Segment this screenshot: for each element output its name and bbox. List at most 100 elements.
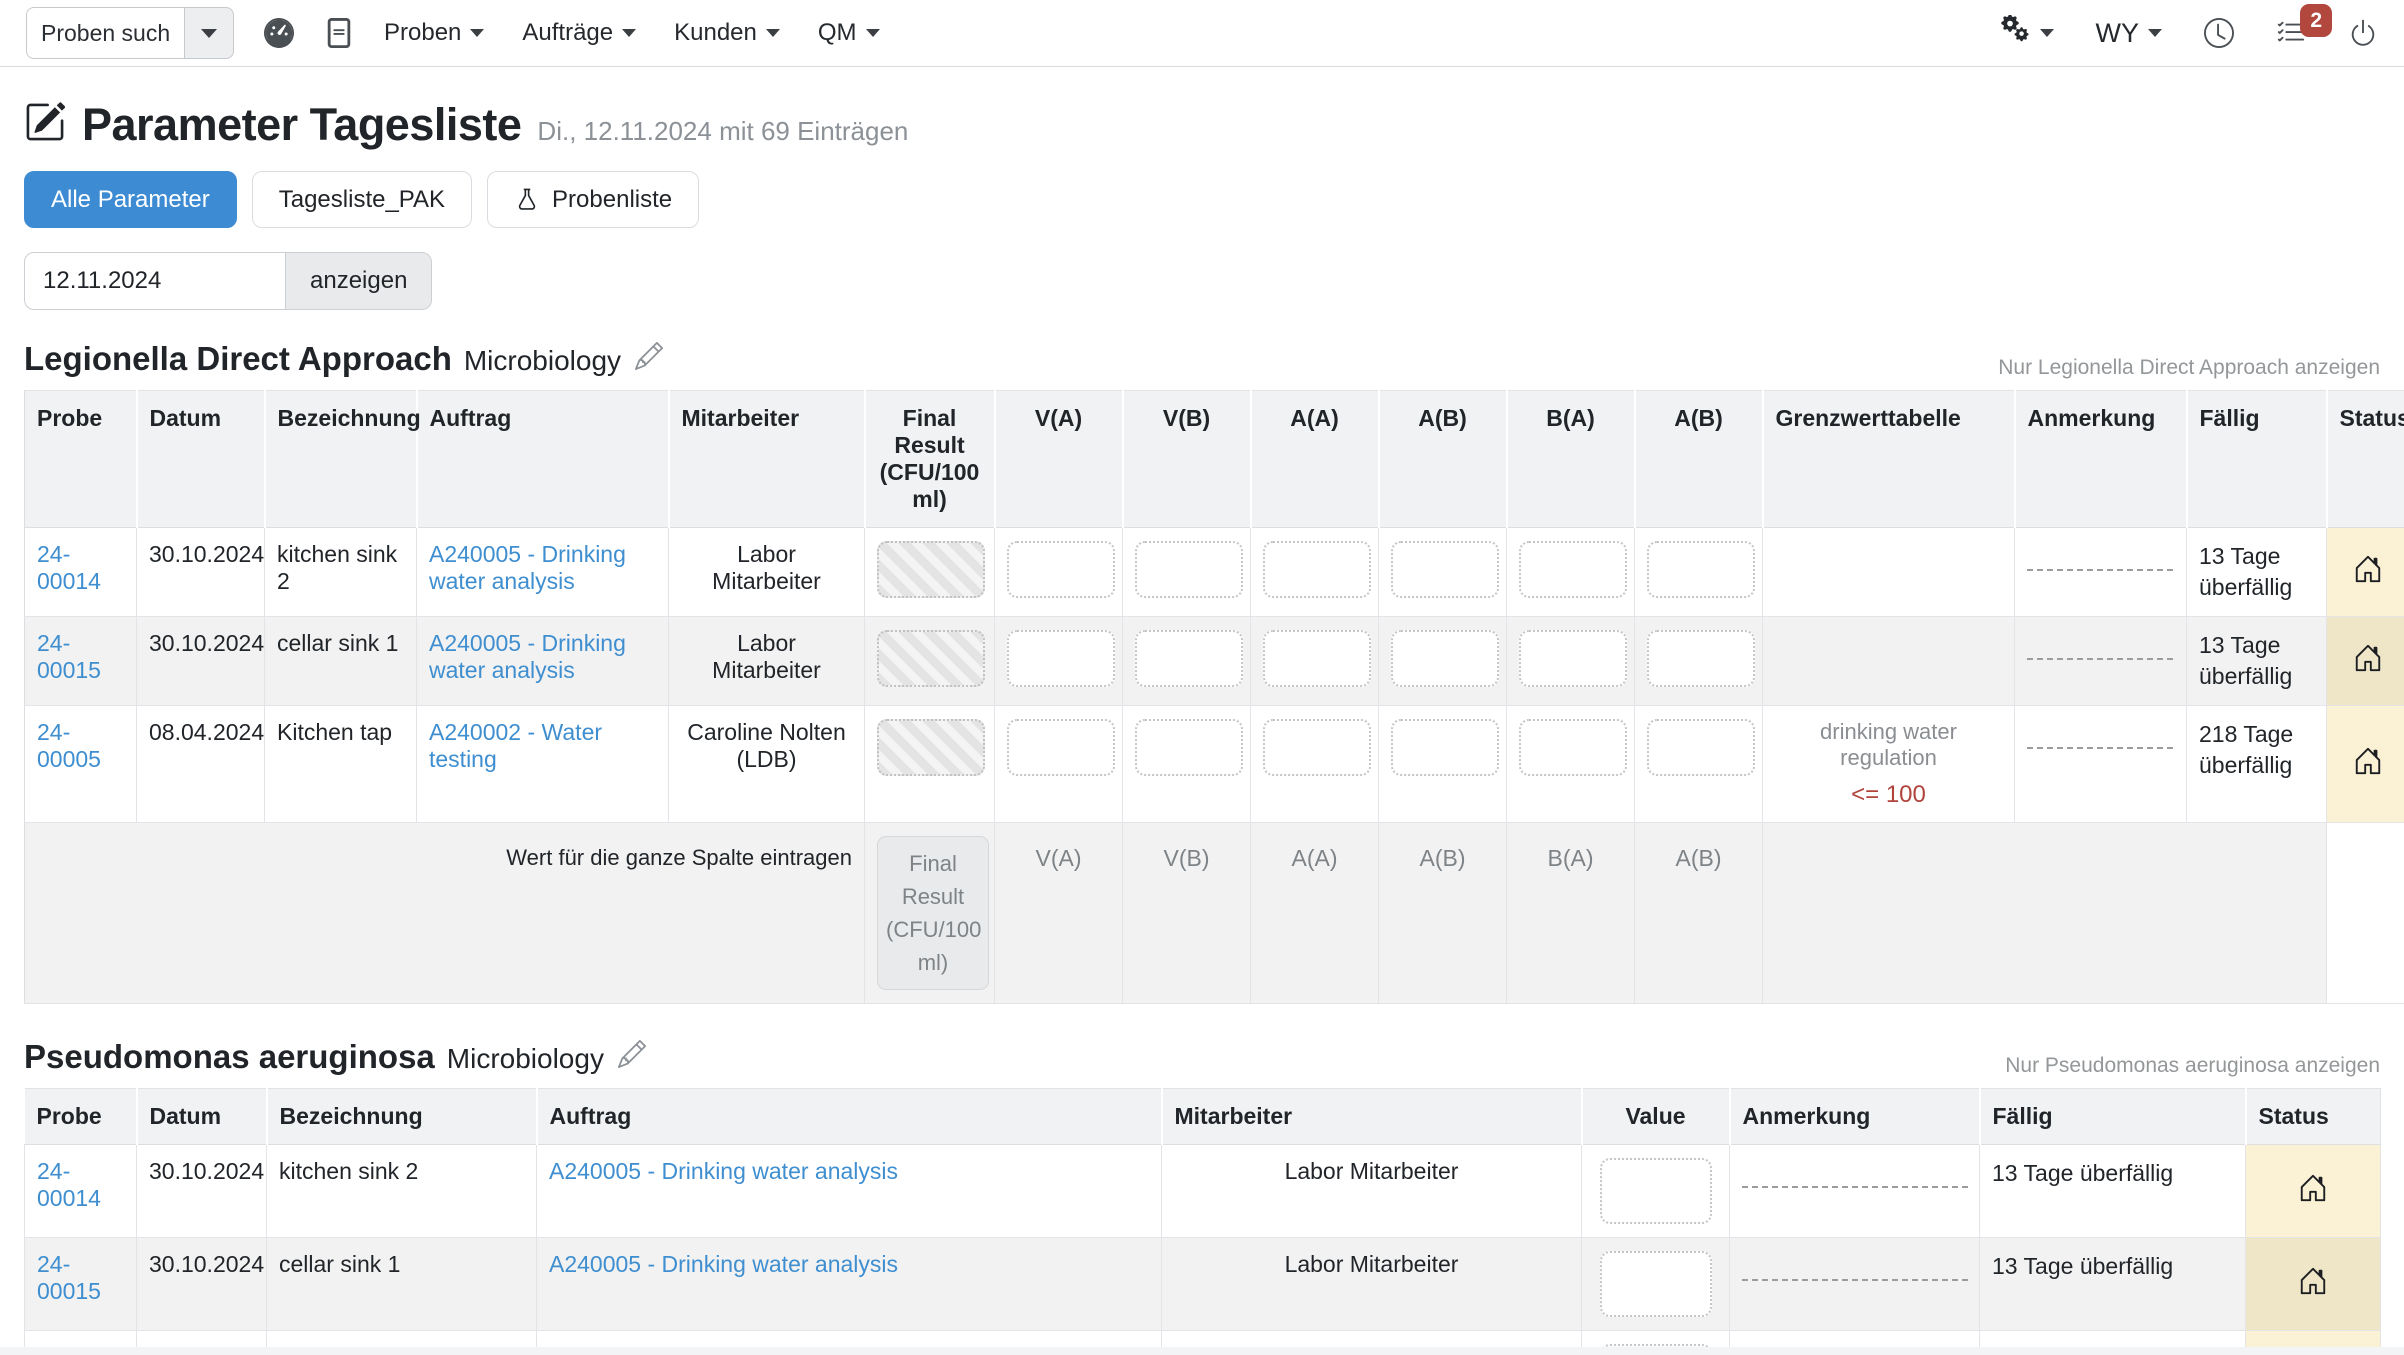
auftrag-link[interactable]: A240005 - Drinking water analysis — [549, 1158, 898, 1184]
notification-badge[interactable]: 2 — [2300, 4, 2332, 37]
tab-alle-parameter[interactable]: Alle Parameter — [24, 171, 237, 228]
vb-input[interactable] — [1135, 630, 1243, 687]
col-header-anmerkung: Anmerkung — [1730, 1089, 1980, 1145]
auftrag-link[interactable]: A240005 - Drinking water analysis — [549, 1251, 898, 1277]
ba-input[interactable] — [1519, 541, 1627, 598]
va-input[interactable] — [1007, 719, 1115, 776]
fill-ba-button[interactable]: B(A) — [1507, 823, 1635, 1004]
section-category: Microbiology — [464, 345, 621, 377]
chevron-down-icon — [470, 29, 484, 37]
chevron-down-icon — [2040, 29, 2054, 37]
menu-kunden[interactable]: Kunden — [674, 19, 780, 47]
show-button[interactable]: anzeigen — [286, 252, 432, 310]
ab-input[interactable] — [1391, 719, 1499, 776]
pseudomonas-table: Probe Datum Bezeichnung Auftrag Mitarbei… — [24, 1088, 2381, 1355]
probe-link[interactable]: 24-00015 — [37, 1251, 101, 1304]
menu-qm[interactable]: QM — [818, 19, 880, 47]
col-header-mitarbeiter: Mitarbeiter — [1162, 1089, 1582, 1145]
fill-ab2-button[interactable]: A(B) — [1635, 823, 1763, 1004]
ab2-input[interactable] — [1647, 630, 1755, 687]
grenzwert-cell — [1763, 528, 2015, 617]
power-icon[interactable] — [2348, 18, 2378, 48]
ab2-input[interactable] — [1647, 541, 1755, 598]
aa-input[interactable] — [1263, 630, 1371, 687]
anmerkung-field[interactable] — [2027, 569, 2173, 571]
mitarbeiter-cell: Labor Mitarbeiter — [1162, 1145, 1582, 1238]
ab-input[interactable] — [1391, 541, 1499, 598]
probe-link[interactable]: 24-00014 — [37, 541, 101, 594]
bezeichnung-cell: cellar sink 1 — [265, 617, 417, 706]
va-input[interactable] — [1007, 630, 1115, 687]
auftrag-link[interactable]: A240002 - Water testing — [429, 719, 602, 772]
page-subtitle: Di., 12.11.2024 mit 69 Einträgen — [537, 116, 908, 147]
aa-input[interactable] — [1263, 541, 1371, 598]
anmerkung-field[interactable] — [2027, 658, 2173, 660]
auftrag-link[interactable]: A240005 - Drinking water analysis — [429, 541, 626, 594]
date-input[interactable] — [24, 252, 286, 310]
home-icon[interactable] — [2353, 563, 2383, 589]
anmerkung-field[interactable] — [1742, 1186, 1968, 1188]
ba-input[interactable] — [1519, 630, 1627, 687]
col-header-probe: Probe — [25, 1089, 137, 1145]
home-icon[interactable] — [2353, 652, 2383, 678]
pencil-icon[interactable] — [635, 342, 663, 376]
anmerkung-field[interactable] — [2027, 747, 2173, 749]
file-text-icon[interactable] — [324, 18, 354, 48]
tab-tagesliste-pak[interactable]: Tagesliste_PAK — [252, 171, 472, 228]
probe-link[interactable]: 24-00005 — [37, 719, 101, 772]
auftrag-link[interactable]: A240005 - Drinking water analysis — [429, 630, 626, 683]
gears-icon — [2001, 15, 2031, 52]
home-icon[interactable] — [2298, 1275, 2328, 1301]
flask-icon — [514, 187, 540, 213]
mitarbeiter-cell: Labor Mitarbeiter — [669, 528, 865, 617]
home-icon[interactable] — [2353, 755, 2383, 781]
va-input[interactable] — [1007, 541, 1115, 598]
sample-search-group — [26, 7, 234, 59]
fill-prompt: Wert für die ganze Spalte eintragen — [25, 823, 865, 1004]
pencil-icon[interactable] — [618, 1040, 646, 1074]
ab-input[interactable] — [1391, 630, 1499, 687]
col-header-status: Status — [2246, 1089, 2381, 1145]
vb-input[interactable] — [1135, 719, 1243, 776]
section-category: Microbiology — [447, 1043, 604, 1075]
value-input[interactable] — [1600, 1158, 1712, 1224]
col-header-aa: A(A) — [1251, 391, 1379, 528]
anmerkung-field[interactable] — [1742, 1279, 1968, 1281]
grenzwert-regulation-link[interactable]: drinking water regulation — [1775, 719, 2002, 771]
tab-probenliste[interactable]: Probenliste — [487, 171, 699, 228]
menu-auftraege[interactable]: Aufträge — [522, 19, 636, 47]
fill-aa-button[interactable]: A(A) — [1251, 823, 1379, 1004]
home-icon[interactable] — [2298, 1182, 2328, 1208]
ba-input[interactable] — [1519, 719, 1627, 776]
search-input[interactable] — [26, 7, 184, 59]
fill-vb-button[interactable]: V(B) — [1123, 823, 1251, 1004]
search-dropdown-button[interactable] — [184, 7, 234, 59]
col-header-probe: Probe — [25, 391, 137, 528]
clock-icon[interactable] — [2204, 18, 2234, 48]
probe-link[interactable]: 24-00014 — [37, 1158, 101, 1211]
datum-cell: 30.10.2024 — [137, 1145, 267, 1238]
fill-ab-button[interactable]: A(B) — [1379, 823, 1507, 1004]
section-title: Pseudomonas aeruginosa — [24, 1038, 435, 1076]
settings-menu[interactable] — [2001, 15, 2054, 52]
probe-link[interactable]: 24-00015 — [37, 630, 101, 683]
chevron-down-icon — [2148, 29, 2162, 37]
faellig-cell: 13 Tage überfällig — [1980, 1238, 2246, 1331]
user-menu[interactable]: WY — [2096, 18, 2163, 49]
table-row: 24-00005 08.04.2024 Kitchen tap A240002 … — [25, 706, 2404, 823]
col-header-grenzwerttabelle: Grenzwerttabelle — [1763, 391, 2015, 528]
vb-input[interactable] — [1135, 541, 1243, 598]
speedometer-icon[interactable] — [264, 18, 294, 48]
value-input[interactable] — [1600, 1251, 1712, 1317]
fill-final-result-button[interactable]: Final Result (CFU/100 ml) — [877, 836, 989, 990]
chevron-down-icon — [766, 29, 780, 37]
aa-input[interactable] — [1263, 719, 1371, 776]
menu-proben[interactable]: Proben — [384, 19, 484, 47]
filter-only-link[interactable]: Nur Pseudomonas aeruginosa anzeigen — [2005, 1054, 2380, 1078]
datum-cell: 30.10.2024 — [137, 617, 265, 706]
filter-only-link[interactable]: Nur Legionella Direct Approach anzeigen — [1998, 356, 2380, 380]
col-header-vb: V(B) — [1123, 391, 1251, 528]
fill-va-button[interactable]: V(A) — [995, 823, 1123, 1004]
ab2-input[interactable] — [1647, 719, 1755, 776]
menu-proben-label: Proben — [384, 19, 461, 47]
